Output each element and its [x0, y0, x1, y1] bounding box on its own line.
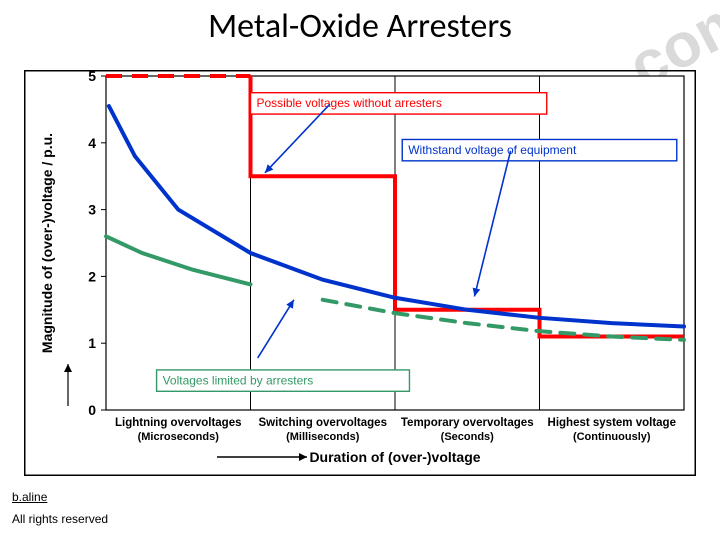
- legend-text-withstand: Withstand voltage of equipment: [408, 143, 577, 157]
- footer-rights: All rights reserved: [12, 512, 108, 526]
- x-cat-sub: (Microseconds): [138, 431, 220, 443]
- legend-text-limited: Voltages limited by arresters: [163, 373, 314, 387]
- y-tick-label: 2: [88, 268, 96, 284]
- x-cat-main: Lightning overvoltages: [115, 417, 242, 429]
- y-tick-label: 1: [88, 335, 96, 351]
- legend-text-possible: Possible voltages without arresters: [257, 96, 442, 110]
- x-axis-title: Duration of (over-)voltage: [309, 449, 480, 465]
- y-tick-label: 4: [88, 135, 96, 151]
- y-axis-title-group: Magnitude of (over-)voltage / p.u.: [39, 133, 55, 353]
- x-cat-sub: (Milliseconds): [286, 431, 360, 443]
- y-tick-label: 0: [88, 402, 96, 418]
- x-cat-sub: (Continuously): [573, 431, 651, 443]
- x-cat-main: Temporary overvoltages: [401, 417, 534, 429]
- chart-container: 0 1 2 3 4 5 Lightning overvoltages (Microsecond…: [24, 70, 696, 476]
- x-cat-sub: (Seconds): [441, 431, 495, 443]
- footer-link[interactable]: b.aline: [12, 490, 47, 504]
- chart-svg: 0 1 2 3 4 5 Lightning overvoltages (Microsecond…: [24, 70, 696, 476]
- y-tick-label: 3: [88, 202, 96, 218]
- y-axis-title: Magnitude of (over-)voltage / p.u.: [39, 133, 55, 353]
- x-cat-main: Highest system voltage: [548, 417, 676, 429]
- x-cat-main: Switching overvoltages: [259, 417, 387, 429]
- y-axis-arrow-head: [64, 364, 72, 372]
- y-tick-label: 5: [88, 70, 96, 84]
- page-title: Metal-Oxide Arresters: [0, 6, 720, 47]
